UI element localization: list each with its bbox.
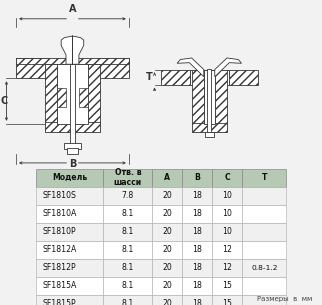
Polygon shape (61, 36, 72, 64)
Polygon shape (57, 88, 66, 106)
Polygon shape (229, 70, 258, 84)
Polygon shape (192, 123, 227, 131)
Polygon shape (72, 36, 84, 64)
Bar (204, 70, 215, 124)
Polygon shape (16, 58, 129, 64)
Text: A: A (69, 4, 76, 14)
Polygon shape (161, 70, 190, 84)
Polygon shape (215, 70, 227, 124)
Polygon shape (16, 58, 47, 78)
Polygon shape (79, 88, 88, 106)
Polygon shape (88, 64, 100, 124)
Polygon shape (45, 64, 57, 124)
Text: T: T (146, 72, 152, 82)
Bar (190, 70, 229, 84)
Bar (57, 64, 88, 124)
Bar (70, 64, 75, 144)
Text: Размеры  в  мм: Размеры в мм (257, 296, 312, 302)
Polygon shape (177, 58, 204, 77)
Bar (64, 143, 80, 149)
Bar (67, 148, 78, 154)
Bar (205, 131, 214, 137)
Bar (207, 69, 211, 131)
Polygon shape (215, 58, 242, 77)
Text: B: B (69, 159, 76, 169)
Polygon shape (192, 70, 204, 124)
Text: C: C (1, 96, 8, 106)
Polygon shape (45, 122, 100, 131)
Polygon shape (98, 58, 129, 78)
